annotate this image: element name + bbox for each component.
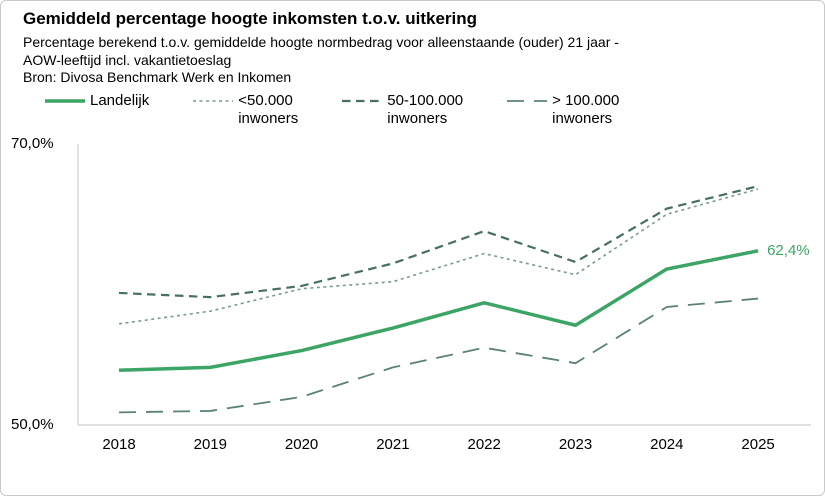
plot-area: 70,0% 50,0% 2018 2019 2020 2021 2022 2023 2024… — [1, 131, 825, 497]
legend-label-landelijk: Landelijk — [90, 92, 150, 109]
x-tick-label-2024: 2024 — [650, 436, 683, 453]
series-line-50-100-000-inwoners — [118, 185, 759, 299]
x-tick-label-2021: 2021 — [376, 436, 409, 453]
x-tick-label-2020: 2020 — [285, 436, 318, 453]
legend-line-swatch-lt-50000 — [193, 100, 234, 102]
series-line--50-000-inwoners — [118, 188, 759, 325]
chart-subtitle-line2: AOW-leeftijd incl. vakantietoeslag — [23, 51, 232, 68]
series-line--100-000-inwoners — [118, 297, 759, 414]
legend-item-gt-100000: > 100.000 inwoners — [507, 92, 619, 127]
legend-line-swatch-gt-100000 — [507, 100, 548, 102]
y-axis-tick-min: 50,0% — [11, 416, 54, 433]
legend: Landelijk <50.000 inwoners 50-100.000 inwo… — [45, 92, 663, 127]
legend-item-50-100000: 50-100.000 inwoners — [342, 92, 463, 127]
chart-header: Gemiddeld percentage hoogte inkomsten t.… — [23, 9, 804, 87]
x-tick-label-2019: 2019 — [194, 436, 227, 453]
x-tick-label-2018: 2018 — [102, 436, 135, 453]
end-value-label: 62,4% — [767, 241, 810, 259]
legend-item-landelijk: Landelijk — [45, 92, 149, 110]
x-tick-label-2022: 2022 — [468, 436, 501, 453]
x-tick-label-2025: 2025 — [741, 436, 774, 453]
legend-item-lt-50000: <50.000 inwoners — [193, 92, 298, 127]
legend-label-50-100000: 50-100.000 inwoners — [387, 92, 464, 127]
chart-source: Bron: Divosa Benchmark Werk en Inkomen — [23, 69, 292, 85]
legend-label-lt-50000: <50.000 inwoners — [238, 92, 299, 127]
legend-line-swatch-landelijk — [45, 99, 85, 103]
legend-label-gt-100000: > 100.000 inwoners — [552, 92, 620, 127]
line-chart-svg: 2018 2019 2020 2021 2022 2023 2024 2025 — [77, 144, 811, 453]
series-line-landelijk — [118, 249, 759, 372]
y-axis-tick-max: 70,0% — [11, 135, 54, 152]
x-tick-label-2023: 2023 — [559, 436, 592, 453]
chart-subtitle-line1: Percentage berekend t.o.v. gemiddelde ho… — [23, 34, 619, 50]
chart-title: Gemiddeld percentage hoogte inkomsten t.… — [23, 9, 478, 28]
legend-line-swatch-50-100000 — [342, 99, 383, 103]
